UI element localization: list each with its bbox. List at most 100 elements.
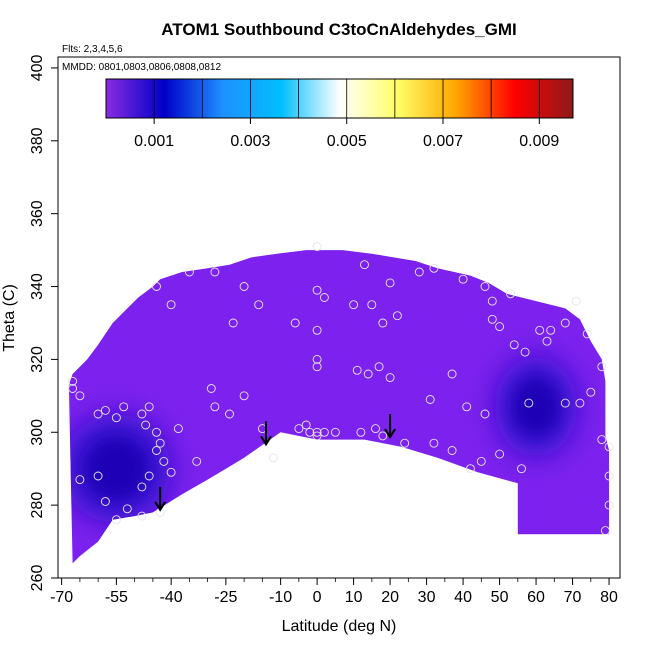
- sample-point: [560, 398, 570, 408]
- sample-point: [192, 456, 202, 466]
- y-tick-label: 280: [29, 492, 46, 519]
- sample-point: [111, 515, 121, 525]
- sample-point: [356, 427, 366, 437]
- x-tick-label: -55: [105, 589, 128, 606]
- colorbar-bar: [105, 78, 574, 119]
- x-tick-label: 50: [491, 589, 509, 606]
- sample-points: [68, 242, 614, 536]
- sample-point: [173, 424, 183, 434]
- sample-point: [68, 384, 78, 393]
- x-tick-label: 60: [527, 589, 545, 606]
- sample-point: [604, 442, 614, 452]
- sample-point: [506, 289, 515, 299]
- sample-point: [604, 471, 614, 481]
- y-tick-label: 360: [29, 200, 46, 227]
- sample-point: [385, 278, 395, 288]
- sample-point: [225, 409, 234, 419]
- sample-point: [312, 354, 322, 364]
- x-tick-label: -25: [214, 589, 237, 606]
- sample-point: [520, 347, 530, 357]
- colorbar-tick-label: 0.007: [423, 133, 463, 150]
- sample-point: [542, 336, 552, 346]
- sample-point: [524, 398, 534, 408]
- dates-note: MMDD: 0801,0803,0806,0808,0812: [62, 62, 221, 73]
- sample-point: [312, 362, 322, 372]
- sample-point: [100, 405, 110, 415]
- sample-point: [330, 427, 340, 437]
- sample-point: [367, 300, 377, 310]
- sample-point: [447, 369, 457, 379]
- x-axis: -70 -55 -40 -25 -10 0 10 20 30 40 50 60 70 80: [50, 578, 618, 606]
- sample-point: [582, 329, 592, 339]
- sample-point: [378, 431, 388, 441]
- sample-point: [462, 402, 472, 412]
- sample-point: [480, 409, 490, 419]
- arrow-head: [260, 435, 272, 447]
- x-tick-label: 10: [345, 589, 363, 606]
- sample-point: [319, 427, 329, 437]
- sample-point: [476, 456, 486, 466]
- colorbar-tick-label: 0.001: [134, 133, 174, 150]
- sample-point: [487, 296, 497, 306]
- sample-point: [206, 384, 216, 393]
- sample-point: [363, 369, 373, 379]
- arrow-2: [384, 414, 396, 439]
- sample-point: [137, 409, 147, 419]
- sample-point: [414, 267, 424, 277]
- sample-point: [210, 267, 220, 277]
- sample-point: [319, 293, 329, 302]
- sample-point: [374, 362, 384, 372]
- sample-point: [586, 387, 596, 397]
- sample-point: [93, 409, 103, 419]
- sample-point: [144, 402, 154, 412]
- sample-point: [152, 427, 161, 437]
- arrow-head: [384, 428, 396, 439]
- sample-point: [239, 391, 249, 401]
- field-darkest-region-0: [85, 438, 148, 500]
- x-tick-label: 20: [381, 589, 399, 606]
- sample-point: [600, 526, 610, 536]
- sample-point: [159, 456, 169, 466]
- sample-point: [75, 391, 85, 401]
- sample-point: [371, 424, 380, 434]
- sample-point: [75, 475, 85, 485]
- sample-point: [385, 373, 395, 383]
- sample-point: [571, 296, 581, 306]
- sample-point: [254, 300, 264, 310]
- y-tick-label: 260: [29, 565, 46, 592]
- sample-point: [301, 420, 311, 430]
- sample-point: [604, 500, 614, 510]
- y-tick-label: 380: [29, 127, 46, 154]
- sample-point: [137, 511, 147, 521]
- sample-point: [210, 402, 220, 412]
- sample-point: [294, 424, 304, 434]
- sample-point: [312, 242, 322, 251]
- sample-point: [429, 438, 439, 448]
- x-tick-label: -10: [269, 589, 292, 606]
- sample-point: [392, 311, 402, 321]
- x-tick-label: 80: [600, 589, 618, 606]
- x-tick-label: -40: [160, 589, 183, 606]
- colorbar: 0.001 0.003 0.005 0.007 0.009: [105, 78, 574, 150]
- field-darkest-region-1: [513, 378, 560, 435]
- sample-point: [560, 318, 570, 328]
- sample-point: [119, 402, 129, 412]
- sample-point: [597, 362, 607, 372]
- sample-point: [378, 318, 388, 328]
- flight-arrows: [154, 414, 396, 512]
- sample-point: [228, 318, 238, 328]
- sample-point: [290, 318, 300, 328]
- colorbar-tick-label: 0.009: [519, 133, 559, 150]
- flights-note: Flts: 2,3,4,5,6: [62, 44, 123, 55]
- sample-point: [495, 449, 505, 459]
- sample-point: [546, 325, 556, 335]
- sample-point: [597, 435, 607, 445]
- sample-point: [166, 467, 176, 477]
- sample-point: [93, 471, 103, 481]
- sample-point: [239, 282, 249, 291]
- sample-point: [465, 464, 475, 474]
- sample-point: [312, 427, 322, 437]
- plot-frame: [57, 56, 621, 579]
- y-tick-label: 320: [29, 346, 46, 373]
